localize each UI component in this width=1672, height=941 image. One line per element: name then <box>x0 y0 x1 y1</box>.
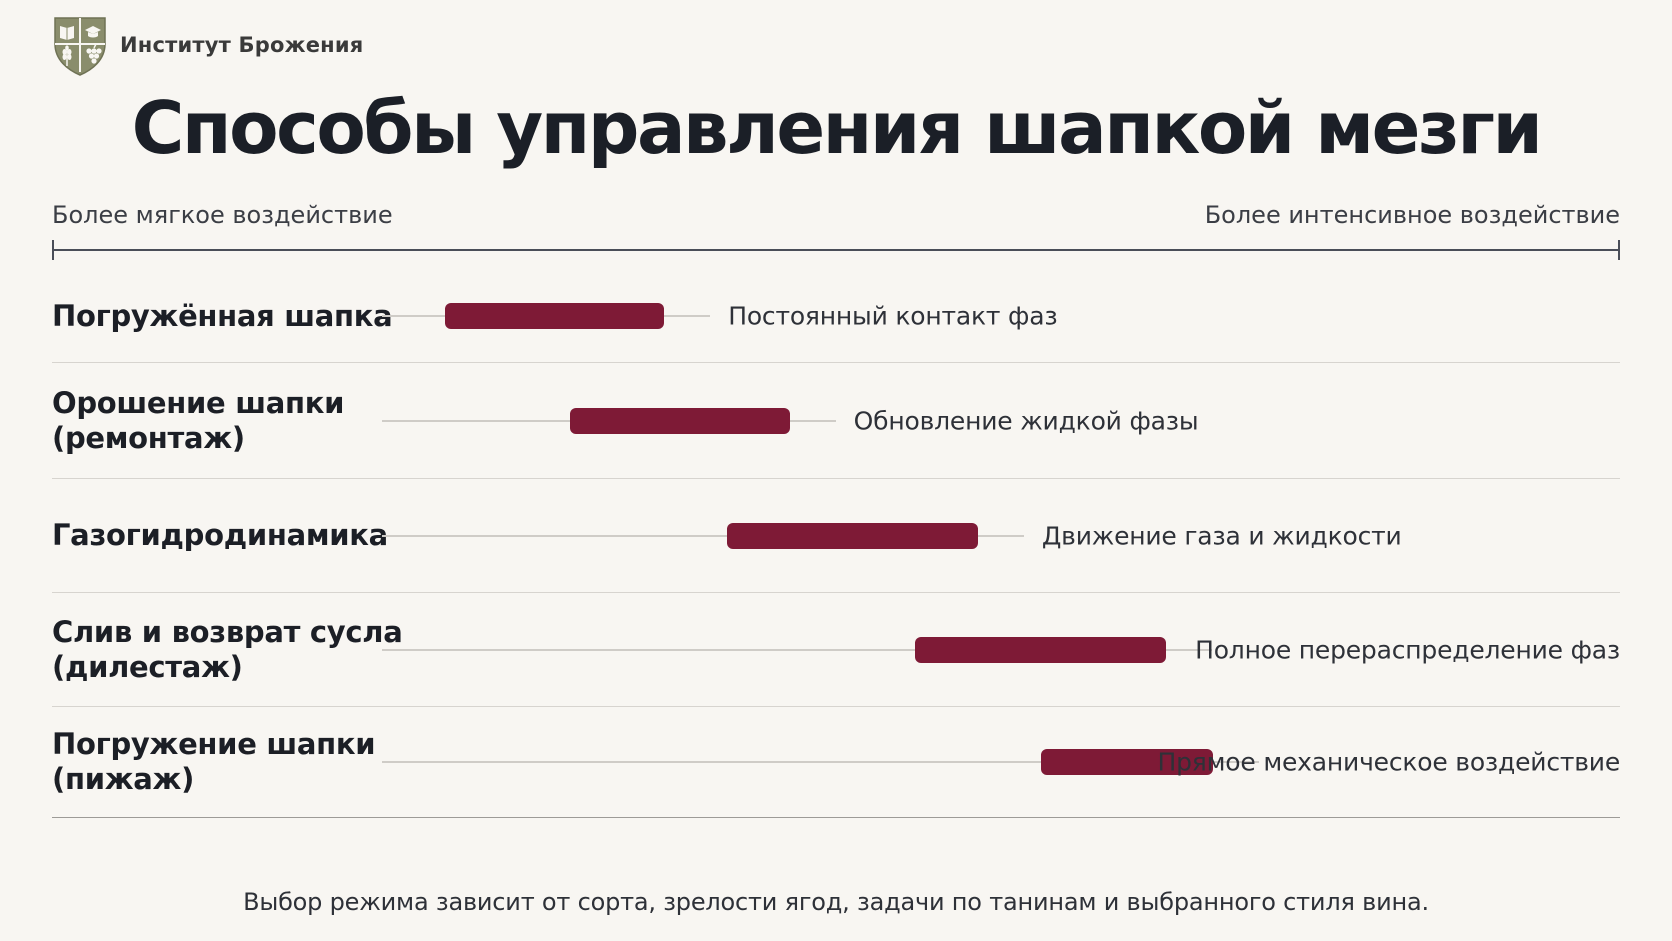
method-description: Постоянный контакт фаз <box>728 301 1058 331</box>
method-track-line <box>382 761 1260 763</box>
method-row: Орошение шапки (ремонтаж) Обновление жидк… <box>52 363 1620 479</box>
intensity-axis <box>52 238 1620 262</box>
method-name: Газогидродинамика <box>52 518 388 552</box>
page-title: Способы управления шапкой мезги <box>131 86 1543 170</box>
brand: Институт Брожения <box>52 14 363 76</box>
method-list: Погружённая шапка Постоянный контакт фаз О… <box>52 270 1620 818</box>
method-track-line <box>382 534 1024 537</box>
method-intensity-bar <box>915 636 1166 663</box>
scale-left-label: Более мягкое воздействие <box>52 201 393 229</box>
method-intensity-bar <box>726 522 978 549</box>
method-intensity-bar <box>444 303 665 329</box>
method-row: Слив и возврат сусла (дилестаж) Полное пе… <box>52 593 1620 707</box>
method-row: Погружённая шапка Постоянный контакт фаз <box>52 270 1620 363</box>
method-track-line <box>382 648 1212 651</box>
method-name: Погружённая шапка <box>52 298 393 333</box>
method-description: Полное перераспределение фаз <box>1195 635 1620 664</box>
method-intensity-bar <box>1040 749 1214 775</box>
method-description: Движение газа и жидкости <box>1041 521 1402 550</box>
method-row: Газогидродинамика Движение газа и жидкост… <box>52 479 1620 593</box>
footnote: Выбор режима зависит от сорта, зрелости … <box>243 888 1429 916</box>
method-description: Обновление жидкой фазы <box>853 406 1199 435</box>
method-name: Погружение шапки (пижаж) <box>52 727 376 796</box>
scale-right-label: Более интенсивное воздействие <box>1204 201 1620 229</box>
brand-name: Институт Брожения <box>120 33 364 57</box>
method-description: Прямое механическое воздействие <box>1157 747 1621 777</box>
method-row: Погружение шапки (пижаж) Прямое механичес… <box>52 707 1620 818</box>
method-name: Слив и возврат сусла (дилестаж) <box>52 614 403 684</box>
method-name: Орошение шапки (ремонтаж) <box>52 385 345 455</box>
shield-crest-icon <box>54 17 106 76</box>
method-intensity-bar <box>570 407 790 434</box>
